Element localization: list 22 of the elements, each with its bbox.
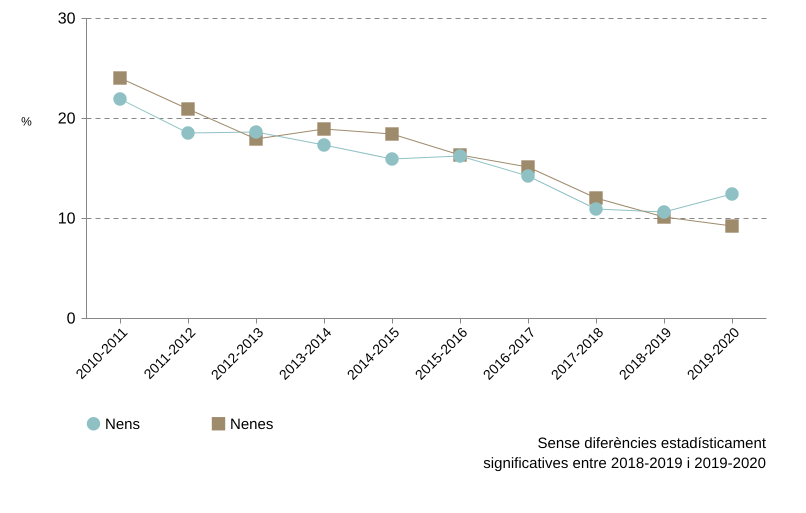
point	[113, 92, 127, 106]
point	[317, 122, 331, 136]
point	[589, 202, 603, 216]
point	[385, 152, 399, 166]
y-tick-label: 20	[58, 110, 76, 128]
legend-label: Nens	[105, 416, 140, 433]
point	[521, 169, 535, 183]
y-tick-label: 30	[58, 10, 76, 28]
point	[113, 71, 127, 85]
point	[725, 219, 739, 233]
y-tick-label: 0	[66, 310, 76, 328]
point	[181, 102, 195, 116]
point	[657, 205, 671, 219]
point	[725, 187, 739, 201]
point	[249, 125, 263, 139]
y-tick-label: 10	[58, 210, 76, 228]
point	[317, 138, 331, 152]
text: Sense diferències estadísticament significatives entre 2018-2019 i 2019-2020	[483, 435, 767, 472]
y-axis-title: %	[21, 114, 32, 128]
legend-label: Nenes	[230, 416, 274, 433]
point	[385, 127, 399, 141]
point	[181, 126, 195, 140]
